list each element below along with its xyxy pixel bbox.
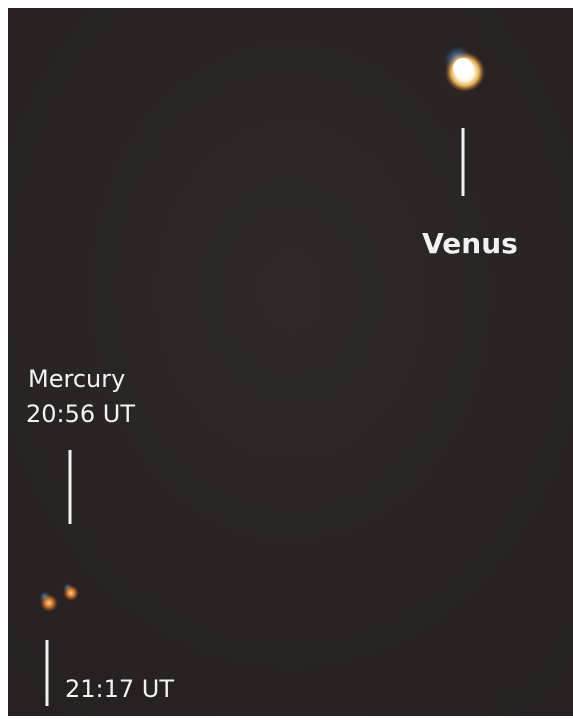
venus — [444, 46, 485, 92]
mercury-second-disc — [40, 594, 58, 612]
venus-core — [453, 58, 473, 78]
mercury-label: Mercury — [28, 365, 125, 393]
venus-label: Venus — [422, 227, 518, 260]
mercury-second — [39, 591, 58, 612]
mercury-first-disc — [63, 585, 79, 601]
mercury-time-second: 21:17 UT — [65, 675, 174, 703]
sky-background — [8, 8, 573, 716]
mercury-time-first: 20:56 UT — [26, 400, 135, 428]
mercury-first — [63, 583, 79, 601]
